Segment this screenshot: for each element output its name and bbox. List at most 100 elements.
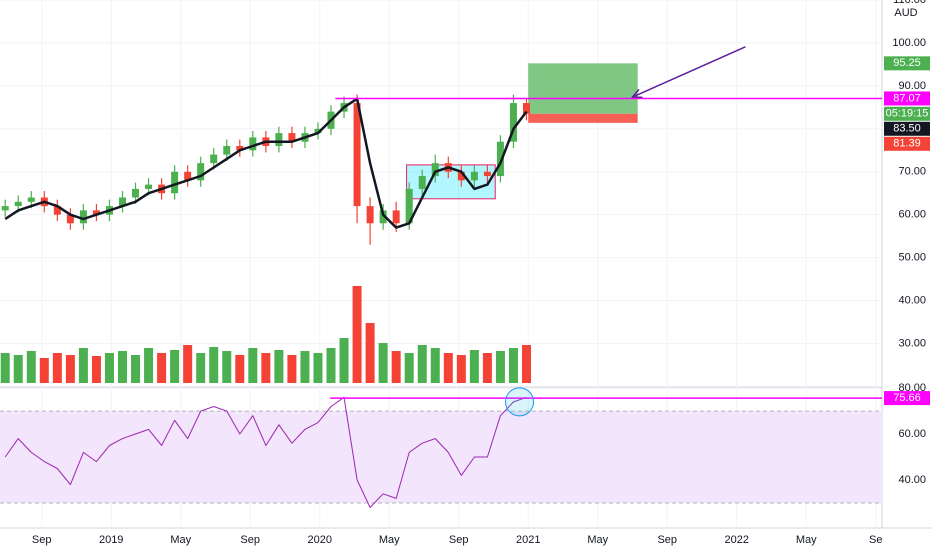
candle-body [92, 210, 100, 215]
candle-body [288, 133, 296, 142]
x-tick-label: Sep [657, 534, 677, 546]
x-tick-label: Se [869, 534, 882, 546]
volume-bar [508, 348, 518, 383]
volume-bar [378, 343, 388, 383]
price-label-bg [884, 136, 930, 151]
candle-body [145, 184, 153, 189]
candle-body [405, 188, 413, 224]
volume-bar [0, 353, 10, 383]
candle-body [171, 171, 179, 194]
volume-bar [482, 353, 492, 383]
x-tick-label: May [587, 534, 608, 546]
price-label-bg [884, 91, 930, 106]
price-label-bg [884, 106, 930, 121]
volume-bar [170, 350, 180, 383]
candle-body [210, 154, 218, 164]
volume-bar [209, 347, 219, 383]
candle-body [184, 171, 192, 181]
rsi-band [0, 411, 882, 503]
candle-body [483, 171, 491, 177]
volume-bar [248, 348, 258, 383]
candle-body [418, 176, 426, 189]
target-zone [528, 63, 638, 114]
price-label: 83.50 [893, 123, 921, 135]
y-tick-label: 100.00 [892, 37, 926, 49]
volume-bar [39, 358, 49, 383]
price-label: 05:19:15 [886, 108, 929, 120]
volume-bar [456, 355, 466, 383]
price-label: 87.07 [893, 92, 921, 104]
volume-bar [417, 345, 427, 383]
volume-bar [118, 351, 127, 383]
volume-bar [443, 353, 453, 383]
candle-body [119, 197, 126, 207]
y-tick-label: 30.00 [898, 337, 926, 349]
volume-bar [235, 355, 245, 383]
candle-body [392, 210, 400, 224]
price-label-bg [884, 121, 930, 136]
x-tick-label: May [170, 534, 191, 546]
x-tick-label: May [379, 534, 400, 546]
x-tick-label: 2021 [516, 534, 540, 546]
candle-body [366, 206, 374, 224]
candle-body [314, 128, 322, 134]
volume-bar [300, 351, 310, 383]
volume-bar [339, 338, 349, 383]
candle-body [431, 163, 439, 177]
price-label-bg [884, 56, 930, 71]
y-tick-label: 40.00 [898, 294, 926, 306]
candle-body [1, 206, 9, 211]
volume-bar [196, 353, 206, 383]
stop-zone [528, 113, 638, 123]
candle-body [496, 141, 504, 177]
volume-bar [391, 351, 401, 383]
candle-body [14, 201, 22, 207]
volume-bar [469, 350, 479, 383]
volume-bar [404, 353, 414, 383]
volume-bar [13, 355, 23, 383]
volume-bar [222, 351, 232, 383]
candle-body [66, 214, 74, 224]
volume-bar [274, 350, 284, 383]
y-tick-label: 60.00 [898, 209, 926, 221]
volume-bar [495, 351, 505, 383]
rsi-highlight [505, 387, 535, 417]
candle-body [379, 210, 387, 224]
volume-bar [287, 355, 297, 383]
volume-bar [521, 345, 531, 383]
candle-body [470, 171, 478, 181]
rsi-tick-label: 60.00 [898, 428, 926, 440]
price-label: 81.39 [893, 138, 921, 150]
rsi-level-label: 75.66 [893, 392, 921, 404]
candle-body [275, 133, 283, 146]
moving-average [4, 97, 528, 229]
volume-bar [183, 345, 193, 383]
y-tick-label: 70.00 [898, 166, 926, 178]
currency: AUD [894, 7, 917, 19]
x-tick-label: 2019 [99, 534, 123, 546]
volume-bar [78, 348, 88, 383]
volume-bar [131, 355, 141, 383]
x-tick-label: 2020 [307, 534, 331, 546]
candle-body [353, 103, 361, 207]
candle-body [249, 137, 257, 151]
candle-body [457, 171, 465, 181]
candle-body [197, 163, 205, 181]
volume-bar [261, 353, 271, 383]
rsi-line [4, 396, 527, 508]
y-tick-label: 50.00 [898, 252, 926, 264]
y-tick-label: 110.00 [893, 0, 926, 6]
candle-body [522, 103, 530, 114]
candle-body [132, 188, 140, 198]
candle-body [509, 103, 517, 142]
x-tick-label: Sep [449, 534, 469, 546]
candle-body [236, 145, 244, 151]
volume-bar [144, 348, 154, 383]
x-tick-label: Sep [32, 534, 52, 546]
rsi-tick-label: 40.00 [898, 474, 926, 486]
volume-bar [326, 348, 336, 383]
volume-bar [157, 353, 167, 383]
candle-body [27, 197, 35, 202]
volume-bar [65, 355, 75, 383]
